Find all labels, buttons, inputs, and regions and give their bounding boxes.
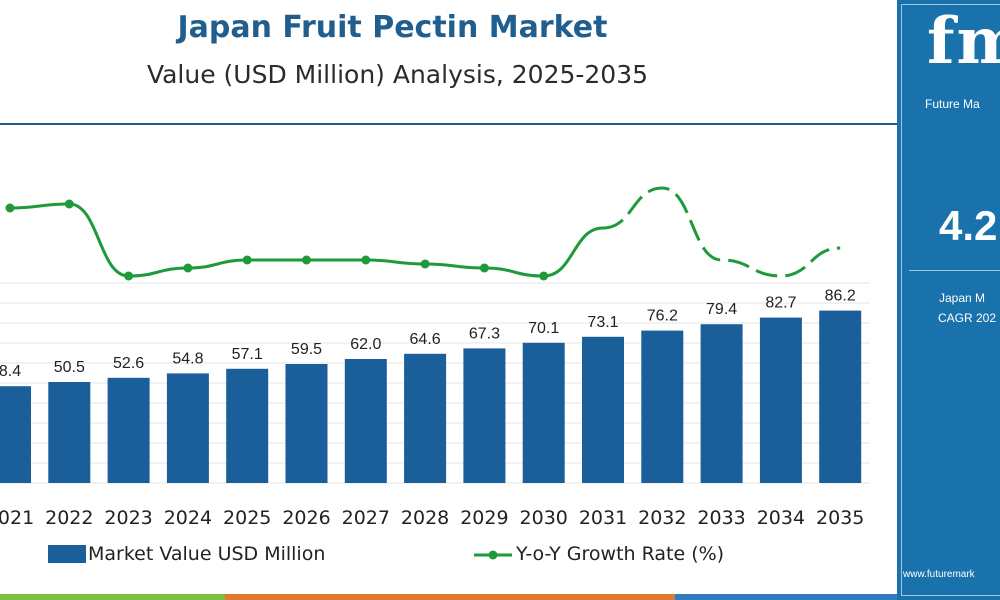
bar <box>285 364 328 483</box>
bottom-strip-blue <box>675 594 897 600</box>
bar <box>463 348 506 483</box>
bar <box>819 310 862 483</box>
bar-line-chart: 8.4 50.5 52.6 54.8 57.1 59.5 62.0 64.6 67.3 70.1 7… <box>0 186 870 529</box>
fmi-logo-icon: fmi <box>927 4 1000 79</box>
bottom-strip-green <box>0 594 225 600</box>
title-divider <box>0 123 897 125</box>
cagr-value: 4.2 <box>939 202 998 249</box>
bar-value-label: 79.4 <box>706 301 737 318</box>
bar-value-label: 67.3 <box>469 325 500 342</box>
bar-value-label: 8.4 <box>0 363 21 380</box>
website-link[interactable]: www.futuremark <box>903 569 975 580</box>
x-tick-label: 2030 <box>520 507 568 529</box>
growth-point <box>302 255 311 265</box>
legend-line-label: Y-o-Y Growth Rate (%) <box>516 543 725 565</box>
growth-point <box>479 263 489 273</box>
x-tick-label: 2023 <box>104 507 152 529</box>
x-tick-label: 2031 <box>579 507 627 529</box>
growth-point <box>242 255 252 265</box>
bar-value-label: 70.1 <box>528 320 559 337</box>
growth-point <box>64 199 74 209</box>
x-tick-label: 2032 <box>638 507 686 529</box>
growth-line-dashed <box>602 186 841 278</box>
bar-value-label: 54.8 <box>172 350 203 367</box>
bar <box>582 336 624 483</box>
x-tick-label: 2027 <box>342 507 390 529</box>
x-tick-label: 2035 <box>816 507 864 529</box>
bar <box>0 386 31 483</box>
bar-value-label: 82.7 <box>765 295 796 312</box>
growth-point <box>420 259 430 269</box>
bar-value-label: 52.6 <box>113 355 144 372</box>
x-tick-label: 2024 <box>164 507 212 529</box>
bar <box>522 342 565 483</box>
chart-title: Japan Fruit Pectin Market <box>177 10 608 45</box>
legend-bar-swatch <box>48 545 86 563</box>
bar <box>226 368 269 483</box>
x-tick-label: 2025 <box>223 507 271 529</box>
cagr-label-line1: Japan M <box>939 291 986 305</box>
bar <box>107 377 150 483</box>
bar-value-label: 86.2 <box>825 288 856 305</box>
bar <box>404 353 447 483</box>
logo-name: Future Ma <box>925 97 980 111</box>
bar-value-label: 73.1 <box>587 314 618 331</box>
bar-value-label: 64.6 <box>410 331 441 348</box>
sidebar-panel: fmi Future Ma 4.2 Japan M CAGR 202 www.f… <box>897 0 1000 600</box>
chart-subtitle: Value (USD Million) Analysis, 2025-2035 <box>146 60 649 89</box>
bar-value-label: 62.0 <box>350 336 381 353</box>
x-tick-label: 2029 <box>460 507 508 529</box>
bar <box>700 324 743 483</box>
bar-value-label: 76.2 <box>647 308 678 325</box>
growth-point <box>5 203 15 213</box>
legend-line-swatch <box>474 550 512 560</box>
growth-point <box>124 271 134 281</box>
growth-point <box>361 255 371 265</box>
x-tick-label: 2028 <box>401 507 449 529</box>
bar <box>344 359 387 483</box>
bar <box>759 317 802 483</box>
growth-point <box>183 263 193 273</box>
bar-value-label: 50.5 <box>54 359 85 376</box>
growth-line-solid <box>9 202 604 278</box>
bar-value-label: 59.5 <box>291 341 322 358</box>
x-tick-label: 2034 <box>757 507 805 529</box>
bottom-strip-orange <box>225 594 675 600</box>
bar <box>166 373 209 483</box>
sidebar-divider <box>909 270 1000 271</box>
cagr-label-line2: CAGR 202 <box>938 311 997 325</box>
x-tick-label: 2026 <box>282 507 330 529</box>
x-tick-label: 2033 <box>697 507 745 529</box>
bar <box>641 330 684 483</box>
sidebar-border <box>901 4 1000 596</box>
x-tick-label: 2022 <box>45 507 93 529</box>
legend-bar-label: Market Value USD Million <box>88 543 326 565</box>
bar-value-label: 57.1 <box>232 346 263 363</box>
growth-point <box>539 271 549 281</box>
bar <box>48 382 91 483</box>
